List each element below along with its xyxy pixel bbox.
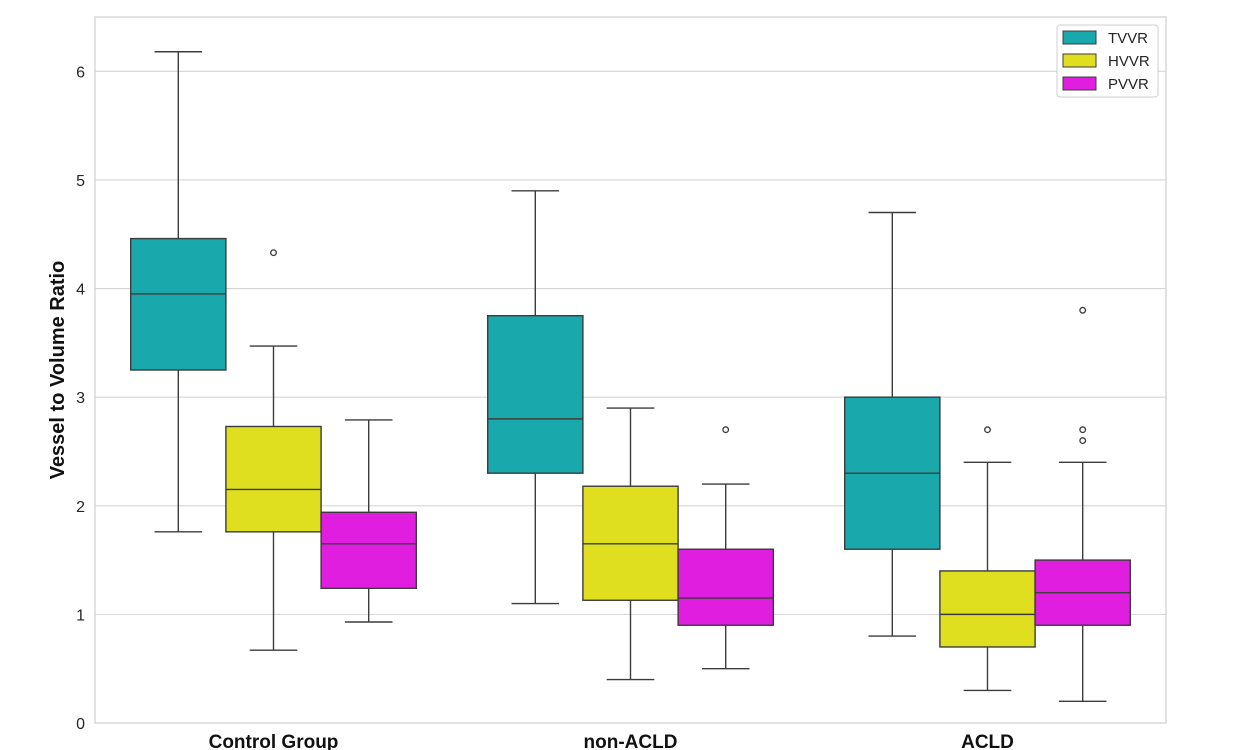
box-iqr	[320, 511, 418, 590]
legend-swatch-pvvr	[1062, 76, 1097, 91]
box-iqr	[487, 314, 584, 474]
legend-label-pvvr: PVVR	[1108, 76, 1149, 93]
box-iqr	[677, 548, 774, 626]
y-tick-label: 0	[76, 716, 85, 733]
legend-label-hvvr: HVVR	[1108, 53, 1150, 70]
y-tick-label: 4	[76, 282, 85, 299]
legend: TVVR HVVR PVVR	[1056, 24, 1159, 98]
box-iqr	[939, 570, 1036, 648]
y-tick-label: 2	[76, 499, 85, 516]
outlier-point	[722, 426, 730, 434]
box-hvvr	[582, 407, 679, 681]
plot-area-frame	[94, 16, 1167, 724]
box-tvvr	[844, 211, 941, 637]
y-tick-label: 6	[76, 64, 85, 81]
legend-swatch-tvvr	[1062, 30, 1097, 45]
legend-label-tvvr: TVVR	[1108, 30, 1148, 47]
boxes	[129, 51, 1131, 702]
box-tvvr	[129, 51, 227, 533]
outlier-point	[984, 426, 991, 434]
box-hvvr	[939, 426, 1036, 692]
y-tick-label: 3	[76, 390, 85, 407]
box-pvvr	[1034, 306, 1131, 702]
box-pvvr	[677, 426, 774, 670]
box-hvvr	[225, 249, 322, 651]
x-category-label: Control Group	[209, 732, 339, 750]
y-axis-ticks: 0 1 2 3 4 5 6	[76, 64, 85, 733]
box-iqr	[129, 237, 227, 371]
y-axis-title: Vessel to Volume Ratio	[47, 261, 69, 480]
outlier-point	[1079, 306, 1087, 314]
x-category-label: non-ACLD	[584, 732, 678, 750]
box-iqr	[225, 425, 322, 533]
x-category-label: ACLD	[961, 732, 1014, 750]
legend-swatch-hvvr	[1062, 53, 1097, 68]
x-axis-categories: Control Group non-ACLD ACLD	[209, 732, 1014, 750]
y-tick-label: 5	[76, 173, 85, 190]
box-tvvr	[487, 190, 584, 605]
outlier-point	[1079, 437, 1087, 445]
y-tick-label: 1	[76, 607, 85, 624]
outlier-point	[270, 249, 277, 257]
outlier-point	[1079, 426, 1087, 434]
box-pvvr	[320, 419, 418, 623]
